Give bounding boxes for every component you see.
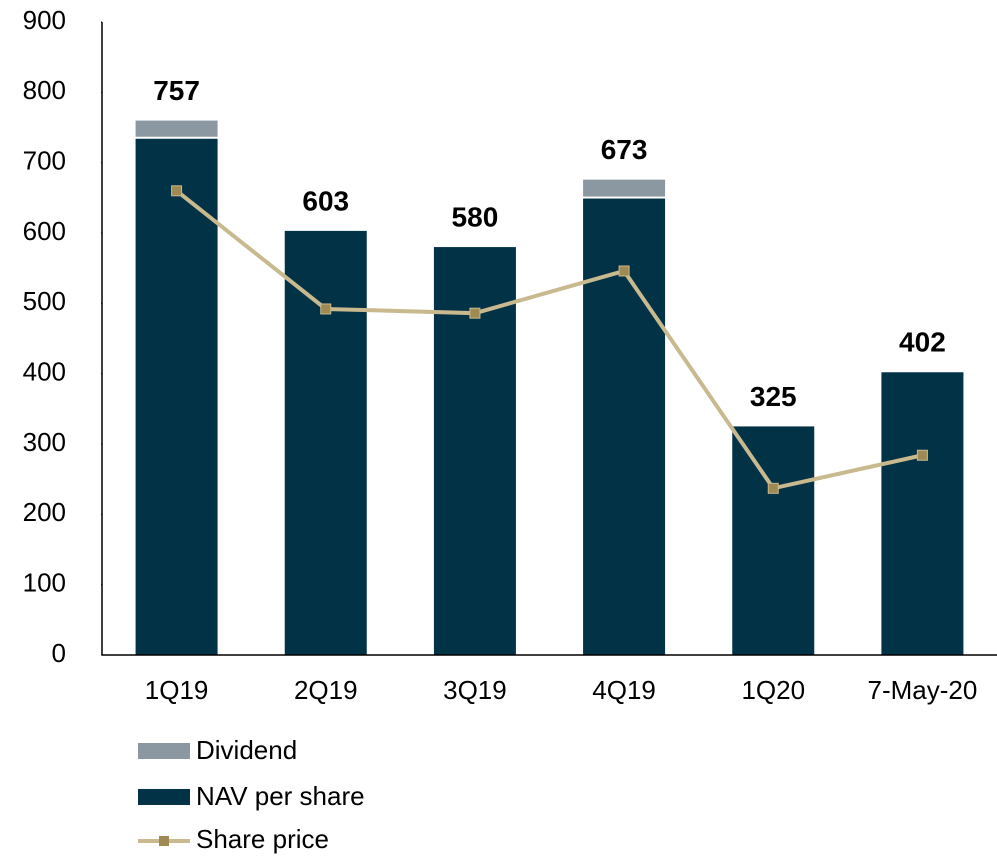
- y-tick-label: 300: [23, 427, 66, 457]
- data-label: 757: [153, 75, 200, 106]
- legend-label: NAV per share: [196, 781, 365, 811]
- y-tick-label: 800: [23, 75, 66, 105]
- legend-swatch: [138, 789, 190, 805]
- data-label: 325: [750, 381, 797, 412]
- share-price-line: [175, 189, 923, 491]
- x-tick-label: 2Q19: [294, 675, 358, 705]
- y-tick-label: 100: [23, 568, 66, 598]
- nav-bar: [732, 426, 815, 655]
- legend-label: Dividend: [196, 735, 297, 765]
- x-tick-label: 4Q19: [592, 675, 656, 705]
- y-tick-label: 700: [23, 146, 66, 176]
- dividend-bar: [583, 179, 666, 197]
- legend-swatch: [138, 743, 190, 759]
- share-price-marker: [767, 482, 779, 494]
- share-price-marker: [171, 185, 183, 197]
- y-tick-label: 0: [52, 638, 66, 668]
- share-price-marker: [916, 449, 928, 461]
- x-tick-label: 7-May-20: [868, 675, 978, 705]
- legend-label: Share price: [196, 824, 329, 854]
- nav-bar: [284, 230, 367, 655]
- dividend-bar: [135, 120, 218, 137]
- y-tick-label: 600: [23, 216, 66, 246]
- data-label: 402: [899, 327, 946, 358]
- legend-marker: [159, 836, 169, 846]
- x-tick-label: 3Q19: [443, 675, 507, 705]
- share-price-marker: [469, 307, 481, 319]
- y-tick-label: 200: [23, 497, 66, 527]
- nav-bar: [135, 138, 218, 656]
- data-label: 673: [601, 134, 648, 165]
- data-label: 580: [452, 201, 499, 232]
- share-price-marker: [320, 303, 332, 315]
- nav-bar: [881, 372, 964, 655]
- y-tick-label: 900: [23, 5, 66, 35]
- x-tick-label: 1Q20: [741, 675, 805, 705]
- x-tick-label: 1Q19: [145, 675, 209, 705]
- share-price-marker: [618, 265, 630, 277]
- y-tick-label: 500: [23, 286, 66, 316]
- data-label: 603: [302, 185, 349, 216]
- y-tick-label: 400: [23, 357, 66, 387]
